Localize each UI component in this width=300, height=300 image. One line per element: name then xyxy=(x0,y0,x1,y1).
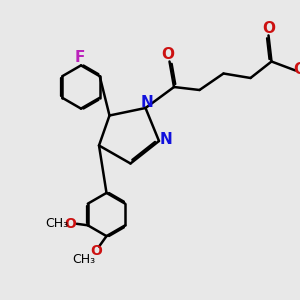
Text: O: O xyxy=(262,21,275,36)
Text: N: N xyxy=(159,132,172,147)
Text: O: O xyxy=(90,244,102,258)
Text: CH₃: CH₃ xyxy=(72,253,95,266)
Text: O: O xyxy=(64,217,76,231)
Text: O: O xyxy=(293,62,300,77)
Text: F: F xyxy=(74,50,85,64)
Text: N: N xyxy=(141,95,154,110)
Text: O: O xyxy=(161,47,175,62)
Text: CH₃: CH₃ xyxy=(45,217,68,230)
